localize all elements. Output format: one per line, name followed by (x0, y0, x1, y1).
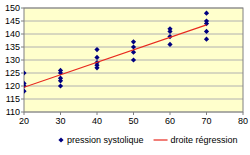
x-tick-label: 80 (238, 116, 248, 126)
grid-line (24, 86, 243, 87)
point (204, 29, 209, 34)
legend-label: pression systolique (67, 135, 144, 145)
x-tick-label: 30 (55, 116, 65, 126)
chart: 110 115 120 125 130 135 140 145 150 20 30 40 50 60 70 8… (0, 0, 250, 155)
point (24, 70, 27, 75)
point (94, 55, 99, 60)
point (58, 83, 63, 88)
marks (24, 11, 209, 94)
point (131, 39, 136, 44)
point (58, 78, 63, 83)
point (204, 11, 209, 16)
x-tick-label: 50 (128, 116, 138, 126)
y-tick-label: 110 (6, 107, 20, 117)
grid-line (24, 73, 243, 74)
grid-line (24, 34, 243, 35)
plot-frame (24, 8, 243, 112)
x-tick-label: 40 (92, 116, 102, 126)
regression-line (24, 25, 207, 87)
grid-line (24, 21, 243, 22)
y-tick-label: 140 (5, 29, 20, 39)
point (94, 47, 99, 52)
point (167, 42, 172, 47)
plot-area (24, 8, 243, 112)
legend-swatch (154, 139, 168, 140)
y-tick-label: 150 (5, 3, 20, 13)
y-tick-label: 130 (5, 55, 20, 65)
point (167, 29, 172, 34)
y-tick-label: 125 (5, 68, 20, 78)
x-tick-label: 60 (165, 116, 175, 126)
y-tick-label: 115 (6, 94, 20, 104)
point (94, 65, 99, 70)
point (131, 57, 136, 62)
legend-swatch (58, 137, 63, 142)
x-tick-label: 70 (201, 116, 211, 126)
point (204, 37, 209, 42)
grid-line (24, 99, 243, 100)
legend-label: droite régression (171, 135, 238, 145)
y-tick-label: 135 (5, 42, 20, 52)
point (24, 89, 27, 94)
y-tick-label: 120 (5, 81, 20, 91)
x-tick-label: 20 (19, 116, 29, 126)
y-tick-label: 145 (5, 16, 20, 26)
